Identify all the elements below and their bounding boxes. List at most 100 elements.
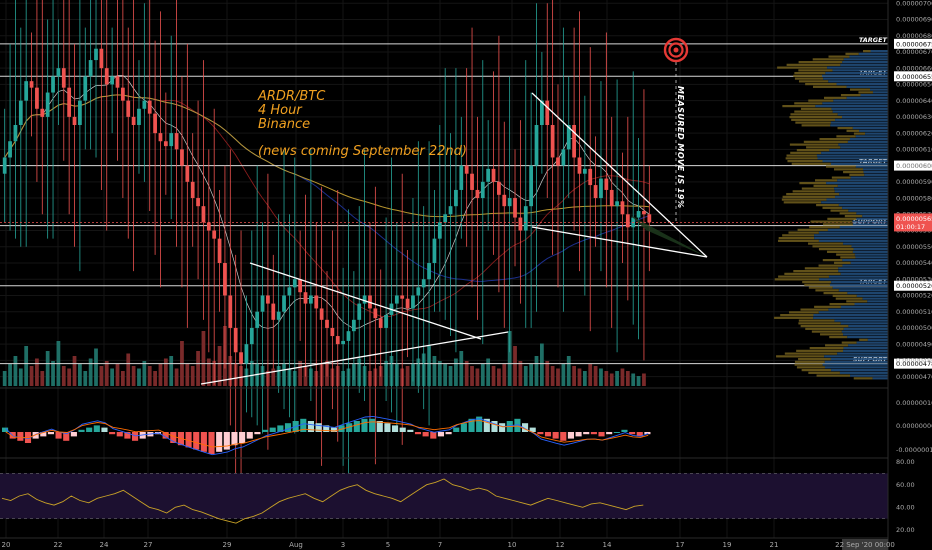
title-line-2: 4 Hour [258, 103, 303, 118]
trend-drawings [0, 37, 888, 385]
profile-bar-down [847, 336, 888, 339]
profile-bar-up [820, 333, 844, 336]
volume-bar [513, 346, 517, 386]
volume-bar [534, 356, 539, 386]
profile-bar-down [839, 193, 888, 196]
profile-bar-up [846, 129, 860, 132]
volume-bar [169, 356, 174, 386]
candle-body [330, 327, 335, 337]
profile-bar-down [815, 105, 888, 108]
volume-bar [2, 371, 7, 386]
x-tick-label: 10 [508, 541, 517, 549]
candle-body [120, 87, 125, 101]
profile-bar-down [839, 226, 888, 229]
profile-bar-up [798, 80, 829, 83]
profile-bar-up [835, 297, 863, 300]
profile-bar-down [838, 143, 888, 146]
y-tick-label: 0.00000680 [896, 32, 932, 40]
profile-bar-down [840, 272, 888, 275]
profile-bar-down [856, 294, 888, 297]
profile-bar-up [800, 308, 829, 311]
profile-bar-up [798, 358, 831, 361]
macd-histogram-bar [384, 423, 391, 432]
volume-bar [464, 361, 469, 386]
triangle-upper-2 [531, 92, 708, 258]
profile-bar-down [837, 184, 888, 187]
profile-bar-down [832, 286, 888, 289]
candle-body [83, 76, 88, 101]
y-tick-label: 0.00000500 [896, 324, 932, 332]
candle-body [158, 133, 163, 142]
candle-body [642, 211, 646, 215]
profile-bar-up [825, 344, 849, 347]
profile-bar-up [798, 61, 843, 64]
profile-bar-up [782, 195, 836, 198]
profile-bar-up [816, 204, 839, 207]
candle-body [169, 133, 174, 147]
profile-bar-up [783, 201, 822, 204]
candle-body [325, 319, 329, 328]
macd-histogram-bar [101, 427, 108, 432]
candle-body [180, 149, 184, 166]
x-tick-label: Aug [289, 541, 303, 549]
x-tick-label: 19 [723, 541, 732, 549]
candle-body [142, 100, 147, 109]
profile-bar-up [828, 55, 850, 58]
candle-body [137, 108, 141, 126]
candle-body [421, 279, 426, 288]
macd-histogram-bar [460, 423, 467, 432]
profile-bar-up [798, 319, 835, 322]
candle-body [8, 141, 12, 158]
profile-bar-down [841, 330, 888, 333]
x-tick-label: 7 [438, 541, 442, 549]
candle-body [373, 308, 378, 319]
macd-histogram-bar [613, 432, 620, 433]
y-tick-label: 0.00000670 [896, 48, 932, 56]
profile-bar-down [837, 179, 888, 182]
macd-histogram-bar [239, 432, 246, 443]
candle-body [437, 222, 442, 239]
profile-bar-down [840, 305, 888, 308]
level-price-box [894, 358, 932, 369]
profile-bar-down [864, 173, 888, 176]
volume-bar [545, 361, 550, 386]
macd-histogram-bar [32, 432, 39, 439]
profile-bar-down [850, 374, 888, 377]
candle-body [249, 327, 254, 345]
volume-bar [174, 368, 179, 386]
macd-histogram-bar [537, 432, 544, 435]
macd-histogram-bar [277, 425, 284, 432]
profile-bar-up [800, 325, 849, 328]
profile-bar-down [823, 77, 888, 80]
candle-body [233, 327, 238, 353]
candle-body [459, 165, 464, 190]
candle-body [400, 295, 405, 299]
profile-bar-up [791, 118, 836, 121]
profile-bar-down [846, 85, 888, 88]
macd-histogram-bar [86, 427, 93, 432]
macd-histogram-bar [514, 418, 521, 432]
candle-body [588, 168, 593, 186]
profile-bar-down [840, 146, 888, 149]
candle-body [110, 76, 115, 85]
macd-histogram-bar [606, 432, 613, 435]
candle-body [223, 262, 227, 296]
macd-histogram-bar [369, 418, 376, 432]
rsi-tick-label: 40.00 [896, 504, 915, 512]
profile-bar-down [862, 297, 888, 300]
candle-body [513, 198, 517, 218]
volume-bar [405, 366, 410, 386]
volume-bar [13, 356, 18, 386]
profile-bar-up [849, 88, 871, 91]
profile-bar-down [840, 322, 888, 325]
volume-bar [94, 348, 98, 386]
candle-body [454, 189, 458, 207]
candle-body [502, 194, 507, 207]
level-price-box [894, 280, 932, 291]
profile-bar-down [852, 223, 888, 226]
y-tick-label: 0.00000580 [896, 194, 932, 202]
macd-histogram-bar [254, 432, 261, 435]
macd-histogram-bar [499, 423, 506, 432]
